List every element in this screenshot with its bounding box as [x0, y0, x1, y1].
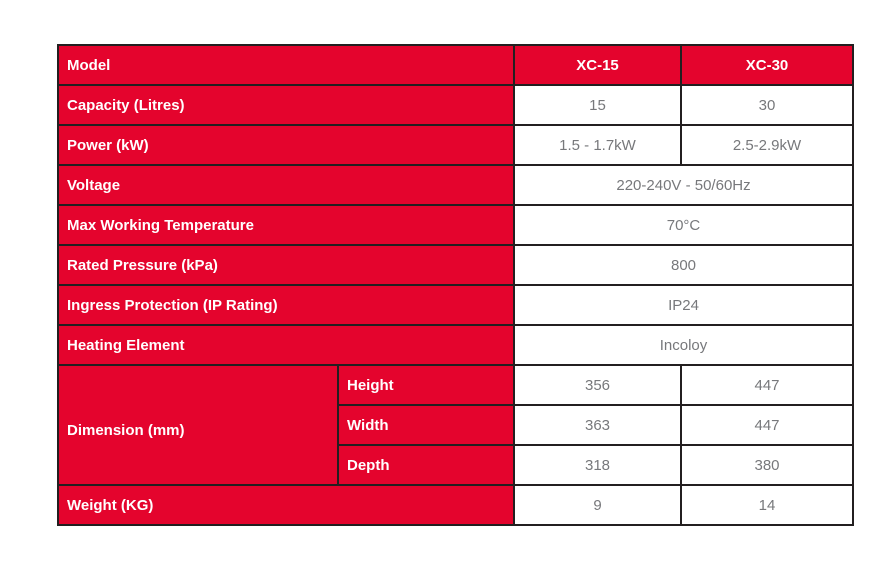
row-dimension-height: Dimension (mm) Height 356 447	[57, 364, 854, 486]
value-depth-xc15: 318	[513, 444, 682, 486]
row-label-width: Width	[337, 404, 515, 446]
row-dimension-depth: Depth 318 380	[58, 444, 854, 486]
value-pressure: 800	[513, 244, 854, 286]
value-weight-xc30: 14	[680, 484, 854, 526]
value-capacity-xc30: 30	[680, 84, 854, 126]
row-label-pressure: Rated Pressure (kPa)	[57, 244, 515, 286]
row-weight: Weight (KG) 9 14	[57, 484, 854, 526]
row-label-height: Height	[337, 364, 515, 406]
row-label-heating-element: Heating Element	[57, 324, 515, 366]
value-heating-element: Incoloy	[513, 324, 854, 366]
row-label-dimensions: Dimension (mm)	[57, 364, 339, 486]
value-width-xc15: 363	[513, 404, 682, 446]
value-max-temp: 70°C	[513, 204, 854, 246]
column-header-xc15: XC-15	[513, 44, 682, 86]
row-capacity: Capacity (Litres) 15 30	[57, 84, 854, 126]
row-label-max-temp: Max Working Temperature	[57, 204, 515, 246]
row-ip-rating: Ingress Protection (IP Rating) IP24	[57, 284, 854, 326]
row-heating-element: Heating Element Incoloy	[57, 324, 854, 366]
row-label-weight: Weight (KG)	[57, 484, 515, 526]
row-label-capacity: Capacity (Litres)	[57, 84, 515, 126]
value-ip-rating: IP24	[513, 284, 854, 326]
row-dimension-width: Width 363 447	[58, 404, 854, 446]
row-label-power: Power (kW)	[57, 124, 515, 166]
row-voltage: Voltage 220-240V - 50/60Hz	[57, 164, 854, 206]
value-depth-xc30: 380	[680, 444, 854, 486]
row-power: Power (kW) 1.5 - 1.7kW 2.5-2.9kW	[57, 124, 854, 166]
value-voltage: 220-240V - 50/60Hz	[513, 164, 854, 206]
spec-table: Model XC-15 XC-30 Capacity (Litres) 15 3…	[57, 44, 854, 526]
value-power-xc30: 2.5-2.9kW	[680, 124, 854, 166]
value-capacity-xc15: 15	[513, 84, 682, 126]
value-height-xc15: 356	[513, 364, 682, 406]
value-height-xc30: 447	[680, 364, 854, 406]
row-label-ip-rating: Ingress Protection (IP Rating)	[57, 284, 515, 326]
row-label-voltage: Voltage	[57, 164, 515, 206]
value-power-xc15: 1.5 - 1.7kW	[513, 124, 682, 166]
row-label-depth: Depth	[337, 444, 515, 486]
value-width-xc30: 447	[680, 404, 854, 446]
row-model: Model XC-15 XC-30	[57, 44, 854, 86]
column-header-xc30: XC-30	[680, 44, 854, 86]
value-weight-xc15: 9	[513, 484, 682, 526]
row-pressure: Rated Pressure (kPa) 800	[57, 244, 854, 286]
row-max-temp: Max Working Temperature 70°C	[57, 204, 854, 246]
row-label-model: Model	[57, 44, 515, 86]
